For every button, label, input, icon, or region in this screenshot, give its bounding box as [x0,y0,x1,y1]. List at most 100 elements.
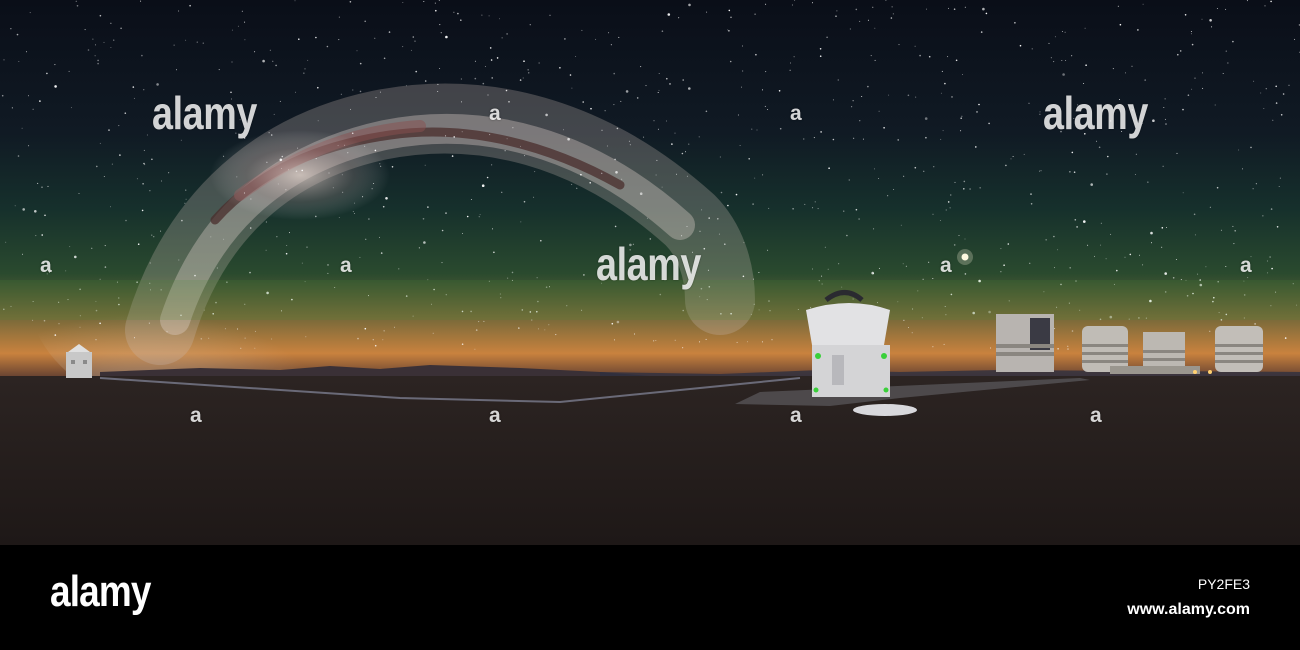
star [765,71,767,73]
star [945,209,947,211]
star [445,35,448,39]
star [305,336,307,338]
star [1071,55,1073,57]
star [244,303,246,305]
star [949,207,951,209]
star [1064,31,1066,33]
star [285,189,287,191]
star [826,36,828,39]
star [125,219,127,222]
star [382,339,384,341]
star [873,273,875,275]
star [658,73,660,74]
star [1250,146,1252,149]
star [1139,254,1140,256]
star [373,183,375,184]
star [434,2,436,4]
star [837,79,839,81]
star [277,183,279,185]
star [1096,140,1097,142]
star [1060,283,1062,286]
star [32,319,34,321]
star [955,59,958,62]
star [752,203,754,205]
star [742,70,744,72]
star [1214,104,1216,106]
star [629,144,631,146]
star [645,85,647,87]
unit-telescope-4 [1215,326,1263,372]
star [35,235,37,237]
star [932,346,934,348]
star [682,79,684,81]
white-pad [853,404,917,416]
star [803,138,805,140]
star [754,177,756,179]
star [719,156,721,158]
star [295,170,298,173]
star [1243,317,1245,319]
star [226,281,228,284]
star [1250,256,1252,258]
star [262,59,265,63]
star [383,330,385,332]
star [507,277,509,279]
star [1077,104,1079,106]
star [1190,33,1192,35]
star [143,89,145,91]
star [95,309,98,312]
star [1201,18,1203,20]
star [708,286,711,288]
star [963,188,965,190]
star [819,55,822,57]
stars [1,0,1300,350]
star [196,41,198,43]
star [655,174,657,176]
star [237,25,239,27]
star [571,183,573,185]
star [484,66,486,67]
star [200,338,202,340]
star [1255,183,1257,185]
star [99,278,101,280]
star [735,193,738,196]
star [231,61,233,63]
star [231,98,232,100]
star [852,298,854,300]
star [244,39,246,41]
star [767,109,769,110]
star [22,208,26,211]
star [828,167,830,169]
star [643,136,645,138]
star [118,303,120,306]
star [962,74,963,75]
star [341,174,343,176]
star [657,92,659,93]
star [664,279,666,281]
star [827,268,829,270]
star [1164,118,1166,120]
star [1109,315,1113,319]
star [244,21,246,23]
star [960,130,962,132]
star [821,275,823,277]
star [272,60,274,62]
star [1199,279,1201,281]
star [10,28,12,30]
star [925,136,927,139]
star [1217,280,1219,283]
star [1185,279,1187,281]
star [286,245,288,246]
star [972,311,975,315]
star [118,297,120,299]
star [357,337,359,340]
star [141,54,143,57]
star [474,348,476,350]
star [92,38,94,40]
star [1209,330,1211,332]
star [1112,68,1114,70]
star [1100,222,1102,224]
star [481,14,483,16]
star [95,44,96,46]
star [912,308,914,310]
